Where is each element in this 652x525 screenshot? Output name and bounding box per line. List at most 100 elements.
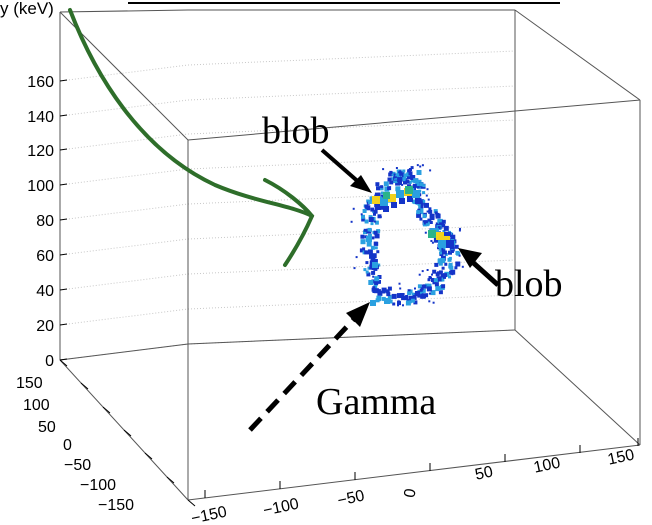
hit-voxel bbox=[436, 232, 444, 240]
hit-voxel bbox=[429, 287, 432, 290]
hit-voxel bbox=[399, 293, 405, 298]
z-tick-label: 60 bbox=[36, 248, 54, 265]
hit-voxel bbox=[438, 290, 443, 295]
y-tick-label: −150 bbox=[98, 497, 134, 514]
hit-voxel bbox=[367, 266, 371, 270]
hit-voxel bbox=[372, 262, 378, 268]
hit-voxel bbox=[376, 250, 380, 254]
hit-voxel bbox=[387, 294, 392, 299]
hit-voxel bbox=[410, 166, 414, 170]
x-tick-label: −150 bbox=[190, 504, 229, 525]
hit-voxel bbox=[370, 245, 375, 250]
hit-voxel bbox=[448, 275, 451, 279]
hit-voxel bbox=[398, 171, 401, 174]
z-axis: 0 20 40 60 80 100 120 140 160 bbox=[27, 74, 68, 370]
hit-voxel bbox=[367, 249, 373, 255]
x-tick-label: 50 bbox=[474, 463, 495, 483]
hit-voxel bbox=[450, 234, 456, 240]
hit-voxel bbox=[395, 186, 401, 192]
hit-voxel bbox=[437, 271, 440, 275]
hit-voxel bbox=[380, 198, 388, 206]
hit-voxel bbox=[429, 169, 432, 172]
hit-voxel bbox=[433, 209, 438, 214]
hit-voxel bbox=[365, 270, 369, 274]
hit-voxel bbox=[367, 233, 372, 238]
hit-voxel bbox=[447, 232, 451, 236]
hit-voxel bbox=[435, 213, 441, 219]
hit-voxel bbox=[424, 293, 429, 298]
hit-voxel bbox=[393, 176, 396, 179]
hit-voxel bbox=[436, 276, 442, 282]
hit-voxel bbox=[393, 173, 396, 176]
hit-voxel bbox=[415, 198, 421, 204]
hit-voxel bbox=[431, 273, 433, 276]
hit-voxel bbox=[427, 283, 432, 288]
hit-voxel bbox=[371, 253, 377, 259]
hit-voxel bbox=[371, 270, 376, 275]
hit-voxel bbox=[440, 249, 446, 255]
hit-voxel bbox=[433, 278, 438, 283]
hit-voxel bbox=[448, 250, 452, 255]
hit-voxel bbox=[392, 302, 396, 306]
hit-voxel bbox=[367, 231, 370, 234]
hit-voxel bbox=[370, 222, 374, 226]
hit-voxel bbox=[397, 177, 403, 183]
hit-voxel bbox=[449, 246, 455, 252]
hit-voxel bbox=[422, 284, 427, 289]
hit-voxel bbox=[364, 250, 369, 255]
hit-voxel bbox=[374, 246, 378, 250]
hit-voxel bbox=[405, 179, 410, 184]
hit-voxel bbox=[376, 229, 381, 234]
hit-voxel bbox=[408, 171, 413, 176]
hit-voxel bbox=[368, 280, 374, 285]
hit-voxel bbox=[444, 262, 448, 266]
hit-voxel bbox=[363, 268, 367, 272]
hit-voxel bbox=[377, 193, 381, 197]
gamma-label: Gamma bbox=[316, 381, 436, 423]
hit-voxel bbox=[416, 170, 422, 175]
hit-voxel bbox=[450, 269, 456, 275]
hit-voxel bbox=[461, 265, 464, 268]
hit-voxel bbox=[449, 265, 454, 270]
green-curve-arrow bbox=[68, 8, 315, 267]
hit-voxel bbox=[402, 177, 407, 182]
hit-voxel bbox=[371, 236, 375, 240]
hit-voxel bbox=[379, 186, 384, 191]
hit-voxel bbox=[421, 270, 424, 273]
hit-voxel bbox=[427, 198, 430, 201]
hit-voxel bbox=[419, 217, 423, 221]
hit-voxel bbox=[388, 172, 393, 177]
hit-voxel bbox=[407, 291, 412, 296]
hit-voxel bbox=[450, 250, 454, 253]
hit-voxel bbox=[379, 216, 382, 218]
hit-voxel bbox=[420, 202, 424, 206]
hit-voxel bbox=[374, 241, 379, 246]
hit-voxel bbox=[410, 298, 415, 303]
hit-voxel bbox=[391, 293, 397, 299]
hit-voxel bbox=[377, 263, 381, 267]
hit-voxel bbox=[370, 300, 376, 306]
hit-voxel bbox=[458, 229, 461, 232]
y-tick-label: −100 bbox=[80, 477, 116, 494]
hit-voxel bbox=[435, 286, 441, 292]
hit-voxel bbox=[430, 277, 432, 279]
hit-voxel bbox=[390, 171, 393, 174]
hit-voxel bbox=[410, 296, 413, 299]
hit-voxel bbox=[352, 207, 355, 210]
hit-voxel bbox=[443, 225, 449, 231]
hit-voxel bbox=[370, 258, 374, 262]
hit-voxel bbox=[371, 287, 376, 292]
hit-voxel bbox=[363, 230, 367, 235]
hit-voxel bbox=[372, 275, 375, 278]
hit-voxel bbox=[447, 257, 452, 262]
hit-voxel bbox=[375, 182, 380, 187]
hit-voxel bbox=[441, 248, 444, 251]
hit-voxel bbox=[422, 191, 426, 195]
hit-voxel bbox=[407, 289, 411, 293]
hit-voxel bbox=[432, 280, 437, 285]
hit-voxel bbox=[431, 278, 435, 282]
hit-voxel bbox=[426, 188, 429, 191]
hit-voxel bbox=[403, 173, 408, 178]
hit-voxel bbox=[372, 286, 376, 290]
hit-voxel bbox=[415, 291, 420, 296]
